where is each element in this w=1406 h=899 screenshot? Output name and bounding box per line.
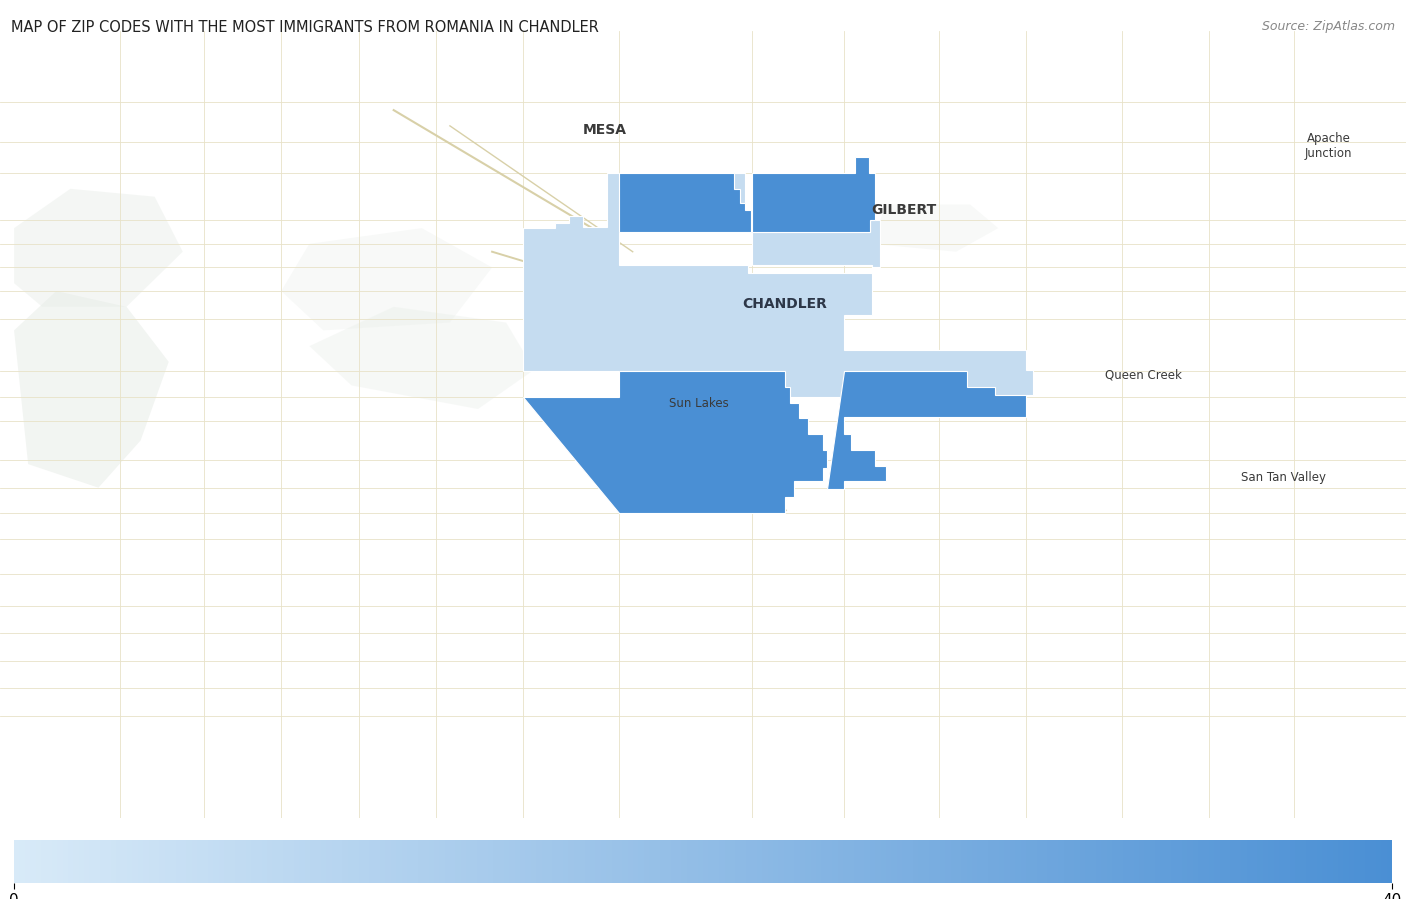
Text: CHANDLER: CHANDLER [742, 298, 827, 311]
Polygon shape [14, 291, 169, 487]
Text: Sun Lakes: Sun Lakes [669, 397, 728, 410]
Text: Queen Creek: Queen Creek [1105, 369, 1181, 382]
Polygon shape [523, 371, 827, 512]
Polygon shape [523, 174, 1033, 417]
Text: Apache
Junction: Apache Junction [1305, 131, 1353, 159]
Polygon shape [752, 157, 875, 232]
Text: Source: ZipAtlas.com: Source: ZipAtlas.com [1261, 20, 1395, 32]
Text: GILBERT: GILBERT [872, 203, 936, 217]
Text: MAP OF ZIP CODES WITH THE MOST IMMIGRANTS FROM ROMANIA IN CHANDLER: MAP OF ZIP CODES WITH THE MOST IMMIGRANT… [11, 20, 599, 35]
Polygon shape [14, 189, 183, 307]
Polygon shape [309, 307, 534, 409]
Polygon shape [872, 205, 998, 252]
Polygon shape [827, 371, 1026, 489]
Polygon shape [619, 174, 751, 232]
Text: MESA: MESA [582, 123, 627, 137]
Polygon shape [281, 228, 492, 331]
Text: San Tan Valley: San Tan Valley [1241, 471, 1326, 484]
